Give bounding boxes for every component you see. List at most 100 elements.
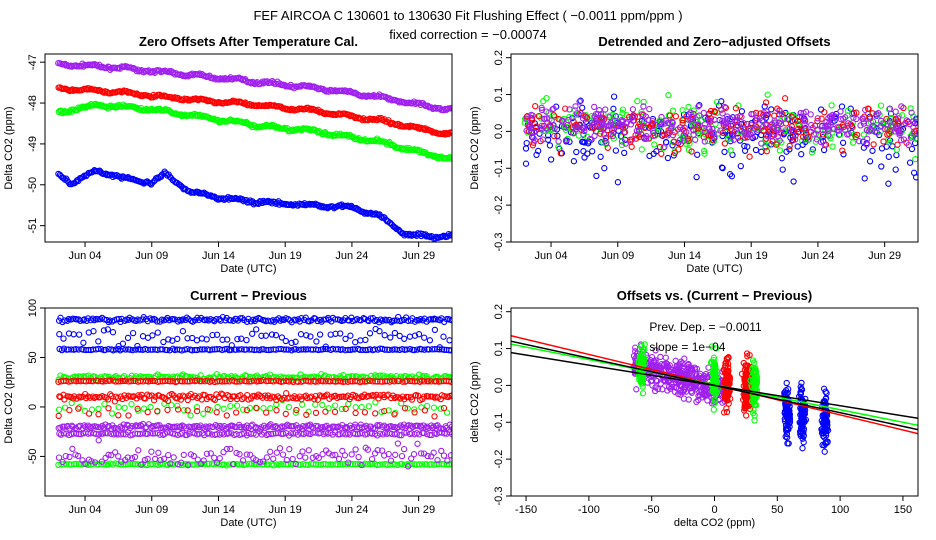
plot-panels: Zero Offsets After Temperature Cal.Jun 0… <box>3 34 919 529</box>
purple-point <box>225 429 232 437</box>
purple-point <box>157 456 164 464</box>
blue-point <box>694 151 701 158</box>
red-point <box>223 412 230 419</box>
green-point <box>712 120 719 128</box>
blue-point <box>56 331 63 338</box>
red-point <box>883 115 890 123</box>
purple-point <box>368 455 376 463</box>
purple-point <box>742 134 749 141</box>
purple-point <box>903 117 910 124</box>
green-point <box>55 406 63 413</box>
blue-point <box>718 164 726 171</box>
red-point <box>658 132 665 139</box>
purple-point <box>781 115 788 122</box>
purple-point <box>266 422 273 429</box>
green-point <box>398 460 405 468</box>
blue-point <box>406 346 414 353</box>
red-point <box>154 408 161 415</box>
blue-point <box>322 343 329 350</box>
blue-point <box>381 332 388 339</box>
green-point <box>679 107 686 114</box>
blue-point <box>272 332 280 339</box>
purple-point <box>705 124 713 131</box>
green-point <box>665 92 672 99</box>
green-point <box>223 462 230 469</box>
red-point <box>636 120 643 128</box>
purple-point <box>118 458 125 465</box>
purple-point <box>647 373 655 380</box>
y-tick-label: -50 <box>27 448 39 464</box>
green-point <box>193 403 201 411</box>
purple-point <box>676 124 684 131</box>
blue-point <box>403 346 410 353</box>
purple-point <box>60 430 67 437</box>
green-point <box>168 402 175 409</box>
purple-point <box>102 454 109 462</box>
green-point <box>304 374 312 381</box>
purple-point <box>824 122 831 130</box>
purple-point <box>559 117 566 124</box>
blue-point <box>589 148 596 155</box>
blue-point <box>162 316 170 323</box>
purple-point <box>345 459 352 466</box>
blue-point <box>838 103 846 110</box>
green-point <box>325 405 332 412</box>
purple-point <box>680 132 687 139</box>
red-point <box>401 405 409 412</box>
purple-point <box>389 423 396 430</box>
blue-point <box>228 342 235 349</box>
blue-point <box>105 318 112 326</box>
x-tick-label: Jun 24 <box>335 504 368 516</box>
purple-point <box>336 431 343 438</box>
purple-point <box>165 451 172 459</box>
red-point <box>628 143 635 150</box>
blue-point <box>419 317 426 324</box>
purple-point <box>758 140 765 147</box>
purple-point <box>236 451 243 458</box>
purple-point <box>740 120 747 127</box>
purple-point <box>609 132 617 140</box>
purple-point <box>711 133 718 140</box>
purple-point <box>299 448 306 455</box>
blue-point <box>696 102 703 109</box>
blue-point <box>906 159 914 166</box>
data-points <box>55 59 452 242</box>
panel-title: Current − Previous <box>190 288 307 303</box>
purple-point <box>223 445 231 453</box>
red-point <box>103 394 110 401</box>
red-point <box>361 409 369 416</box>
red-point <box>391 411 398 418</box>
purple-point <box>667 385 674 392</box>
x-tick-label: Jun 24 <box>335 250 368 262</box>
green-point <box>109 461 116 468</box>
blue-point <box>258 332 265 339</box>
red-point <box>786 142 793 150</box>
green-point <box>312 401 319 408</box>
blue-point <box>614 179 622 186</box>
purple-point <box>724 113 731 120</box>
purple-point <box>596 107 603 114</box>
purple-point <box>180 451 187 459</box>
purple-point <box>629 106 637 113</box>
green-point <box>88 406 96 413</box>
x-tick-label: Jun 04 <box>69 250 102 262</box>
blue-point <box>94 316 102 323</box>
red-point <box>870 141 877 148</box>
purple-point <box>906 120 913 128</box>
green-point <box>912 156 918 163</box>
red-point <box>557 150 564 157</box>
purple-point <box>573 110 581 117</box>
red-point <box>671 149 679 157</box>
green-point <box>107 102 114 109</box>
green-point <box>618 141 626 149</box>
purple-point <box>449 104 452 111</box>
red-point <box>894 141 901 148</box>
purple-point <box>74 452 82 460</box>
red-point <box>251 392 258 400</box>
purple-point <box>695 392 702 400</box>
red-point <box>125 412 132 419</box>
blue-point <box>85 346 92 354</box>
red-point <box>788 113 795 120</box>
blue-point <box>449 231 452 238</box>
purple-point <box>523 115 530 122</box>
